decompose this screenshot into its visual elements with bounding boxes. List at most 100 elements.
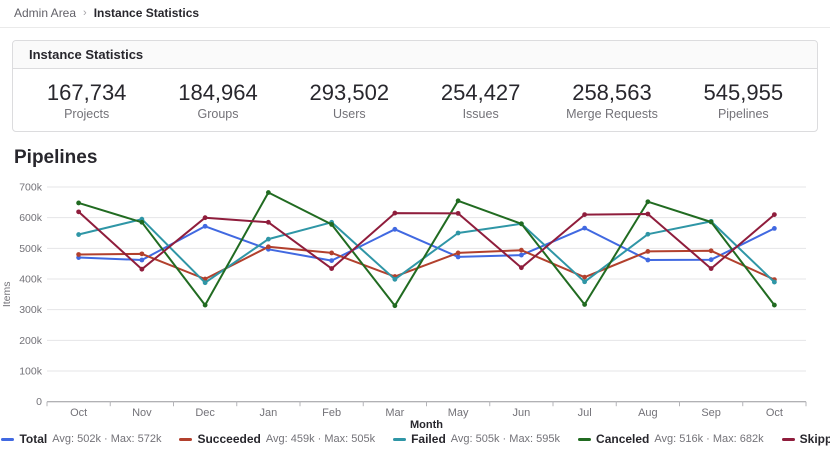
series-point-canceled[interactable]	[518, 221, 524, 227]
stat-value: 254,427	[440, 80, 521, 105]
stats-row: 167,734 Projects 184,964 Groups 293,502 Users…	[13, 69, 817, 131]
series-point-canceled[interactable]	[455, 198, 461, 204]
stat-label: Groups	[197, 107, 239, 121]
stat-label: Projects	[64, 107, 110, 121]
stat-issues: 254,427 Issues	[415, 80, 546, 121]
x-axis-label: Month	[410, 419, 443, 431]
series-point-total[interactable]	[771, 226, 777, 231]
series-point-total[interactable]	[645, 257, 651, 263]
breadcrumb-link-admin-area[interactable]: Admin Area	[14, 6, 77, 20]
stat-users: 293,502 Users	[284, 80, 415, 121]
series-point-succeeded[interactable]	[455, 250, 461, 256]
series-point-succeeded[interactable]	[329, 250, 335, 256]
series-point-skipped[interactable]	[392, 210, 398, 216]
instance-statistics-card: Instance Statistics 167,734 Projects 184,9…	[12, 40, 818, 132]
series-point-total[interactable]	[582, 225, 588, 231]
stat-value: 167,734	[46, 80, 127, 105]
series-point-skipped[interactable]	[455, 210, 461, 216]
series-point-canceled[interactable]	[582, 302, 588, 307]
series-point-skipped[interactable]	[265, 219, 271, 225]
series-line-canceled[interactable]	[77, 191, 776, 307]
series-point-skipped[interactable]	[771, 212, 777, 218]
series-point-canceled[interactable]	[392, 303, 398, 309]
series-point-skipped[interactable]	[76, 209, 82, 215]
series-point-total[interactable]	[455, 254, 461, 260]
series-line-skipped[interactable]	[77, 210, 776, 271]
legend-series-stats: Avg: 502k · Max: 572k	[52, 433, 162, 445]
series-point-canceled[interactable]	[265, 190, 271, 195]
legend-item-canceled[interactable]: Canceled Avg: 516k · Max: 682k	[578, 432, 764, 446]
stat-pipelines: 545,955 Pipelines	[678, 80, 809, 121]
x-axis-tick-label: Mar	[385, 407, 404, 419]
x-axis-tick-label: Aug	[638, 407, 658, 419]
series-point-canceled[interactable]	[76, 200, 82, 206]
x-axis-tick-label: Jun	[513, 407, 531, 419]
series-point-succeeded[interactable]	[645, 249, 651, 254]
series-line-failed[interactable]	[77, 218, 776, 284]
series-line-total[interactable]	[77, 225, 776, 262]
series-point-failed[interactable]	[202, 280, 208, 286]
series-point-failed[interactable]	[265, 236, 271, 242]
stat-merge-requests: 258,563 Merge Requests	[546, 80, 677, 121]
series-point-total[interactable]	[518, 252, 524, 258]
series-point-succeeded[interactable]	[582, 274, 588, 280]
series-point-total[interactable]	[392, 226, 398, 232]
series-point-succeeded[interactable]	[76, 252, 82, 257]
series-point-total[interactable]	[202, 223, 208, 229]
series-point-canceled[interactable]	[329, 222, 335, 227]
series-point-failed[interactable]	[771, 279, 777, 285]
legend-swatch-icon	[1, 437, 15, 441]
legend-item-failed[interactable]: Failed Avg: 505k · Max: 595k	[393, 432, 560, 446]
y-axis-tick-label: 0	[36, 396, 42, 408]
series-point-succeeded[interactable]	[265, 244, 271, 250]
legend-item-succeeded[interactable]: Succeeded Avg: 459k · Max: 505k	[179, 432, 375, 446]
series-point-canceled[interactable]	[202, 302, 208, 308]
series-point-total[interactable]	[139, 257, 145, 263]
stat-label: Pipelines	[717, 107, 769, 121]
series-point-failed[interactable]	[645, 231, 651, 237]
series-point-failed[interactable]	[582, 279, 588, 285]
y-axis-tick-label: 200k	[19, 335, 43, 347]
x-axis-tick-label: Feb	[322, 407, 341, 419]
series-point-failed[interactable]	[76, 232, 82, 237]
breadcrumb-separator-icon: ›	[83, 7, 87, 19]
series-point-succeeded[interactable]	[139, 251, 145, 257]
legend-series-name: Canceled	[596, 432, 650, 446]
series-point-total[interactable]	[708, 257, 714, 263]
y-axis-tick-label: 100k	[19, 366, 43, 378]
stat-value: 258,563	[572, 80, 652, 105]
series-point-skipped[interactable]	[645, 211, 651, 217]
series-point-canceled[interactable]	[708, 219, 714, 225]
series-point-skipped[interactable]	[518, 265, 524, 271]
series-point-skipped[interactable]	[708, 266, 714, 271]
series-point-canceled[interactable]	[645, 199, 651, 205]
legend-series-name: Skipped	[799, 432, 830, 446]
stat-value: 293,502	[309, 80, 390, 105]
series-point-failed[interactable]	[392, 276, 398, 282]
legend-item-total[interactable]: Total Avg: 502k · Max: 572k	[1, 432, 161, 446]
series-point-canceled[interactable]	[771, 302, 777, 308]
legend-series-name: Succeeded	[197, 432, 261, 446]
series-point-succeeded[interactable]	[708, 248, 714, 254]
legend-series-name: Total	[19, 432, 48, 446]
series-point-skipped[interactable]	[582, 212, 588, 218]
y-axis-tick-label: 300k	[19, 304, 43, 316]
series-point-total[interactable]	[329, 258, 335, 264]
x-axis-tick-label: Oct	[70, 407, 87, 419]
series-point-skipped[interactable]	[329, 266, 335, 271]
pipelines-chart-area: 0 100k 200k 300k 400k 500k 600k 700k Oct Nov Dec Ja…	[0, 169, 830, 447]
breadcrumb-current-page: Instance Statistics	[93, 6, 200, 20]
y-axis-tick-label: 600k	[19, 212, 43, 224]
series-point-failed[interactable]	[455, 230, 461, 236]
series-point-canceled[interactable]	[139, 219, 145, 225]
series-point-succeeded[interactable]	[518, 247, 524, 253]
x-axis-tick-label: Dec	[195, 407, 215, 419]
legend-swatch-icon	[393, 437, 407, 441]
series-line-succeeded[interactable]	[77, 245, 776, 281]
series-point-skipped[interactable]	[139, 266, 145, 272]
series-point-skipped[interactable]	[202, 215, 208, 221]
legend-series-name: Failed	[411, 432, 446, 446]
legend-item-skipped[interactable]: SkippedAvg: 548k · Max: 619k	[781, 432, 830, 446]
stat-label: Merge Requests	[566, 107, 658, 121]
pipelines-line-chart[interactable]: 0 100k 200k 300k 400k 500k 600k 700k Oct Nov Dec Ja…	[0, 169, 830, 431]
